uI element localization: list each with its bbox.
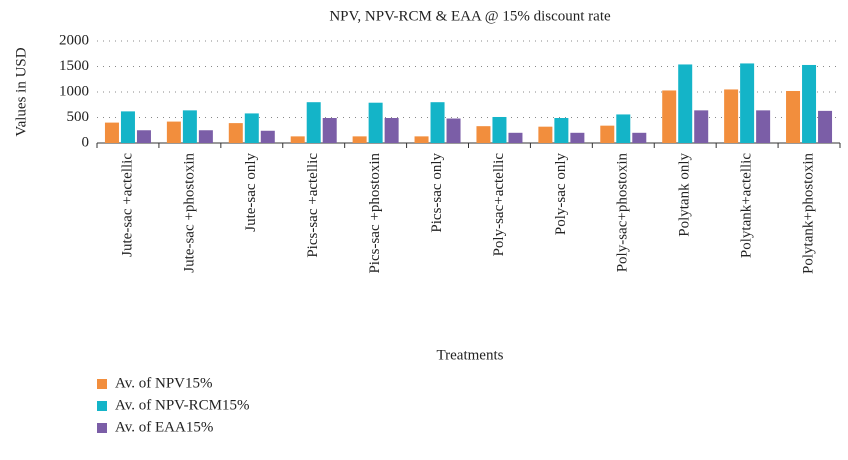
legend-swatch (97, 423, 107, 433)
bar (260, 130, 275, 143)
bar (322, 118, 337, 143)
bar (724, 89, 739, 143)
bar (244, 113, 259, 143)
bar (136, 130, 151, 143)
x-tick-label: Polytank+phostoxin (800, 153, 816, 274)
bar (740, 63, 755, 143)
bar (476, 126, 491, 143)
y-tick-label: 0 (82, 134, 90, 150)
legend-swatch (97, 401, 107, 411)
legend-label: Av. of NPV15% (115, 375, 213, 391)
bar (368, 102, 383, 143)
bar (198, 130, 213, 143)
bar (492, 116, 507, 143)
x-axis-label: Treatments (437, 347, 504, 363)
bar (384, 118, 399, 143)
x-tick-label: Poly-sac only (553, 153, 569, 236)
x-tick-label: Pics-sac +phostoxin (367, 153, 383, 274)
bar (352, 136, 367, 143)
bar (756, 110, 771, 143)
legend-swatch (97, 379, 107, 389)
bar (306, 102, 321, 143)
bar (120, 111, 135, 143)
x-tick-label: Pics-sac only (429, 153, 445, 233)
bar (430, 102, 445, 143)
bar (802, 64, 817, 143)
x-tick-label: Pics-sac +actellic (305, 153, 321, 258)
chart-title: NPV, NPV-RCM & EAA @ 15% discount rate (329, 8, 611, 24)
bar (414, 136, 429, 143)
bar (600, 125, 615, 143)
bar (228, 123, 243, 143)
y-axis-label: Values in USD (13, 47, 29, 136)
bar (818, 110, 833, 143)
x-tick-label: Poly-sac+actellic (491, 153, 507, 257)
x-tick-label: Polytank only (677, 153, 693, 237)
bar (678, 64, 693, 143)
bar (104, 122, 119, 143)
bar (290, 136, 305, 143)
y-tick-label: 1500 (59, 58, 89, 74)
x-tick-label: Jute-sac +phostoxin (181, 153, 197, 273)
x-tick-label: Poly-sac+phostoxin (615, 153, 631, 273)
bar (616, 114, 631, 143)
legend-label: Av. of NPV-RCM15% (115, 397, 249, 413)
x-tick-label: Jute-sac only (243, 153, 259, 232)
bar (182, 110, 197, 143)
x-tick-label: Polytank+actellic (739, 153, 755, 258)
bar (538, 126, 553, 143)
bar (786, 90, 801, 143)
x-tick-label: Jute-sac +actellic (119, 153, 135, 257)
bar (446, 118, 461, 143)
y-tick-label: 1000 (59, 83, 89, 99)
bar (662, 90, 677, 143)
y-tick-label: 2000 (59, 32, 89, 48)
bar (508, 132, 523, 143)
bar (166, 121, 181, 143)
bar (570, 132, 585, 143)
bar (554, 118, 569, 143)
y-tick-label: 500 (67, 109, 90, 125)
bar (632, 132, 647, 143)
legend-label: Av. of EAA15% (115, 419, 213, 435)
bar (694, 110, 709, 143)
